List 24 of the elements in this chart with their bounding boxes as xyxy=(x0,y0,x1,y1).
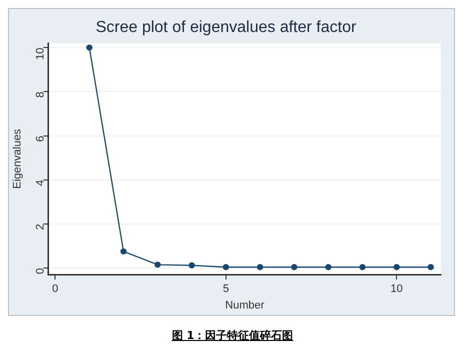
x-tick-label: 10 xyxy=(390,283,403,296)
point xyxy=(394,264,400,270)
y-tick-label: 8 xyxy=(34,92,46,98)
caption: 图 1：因子特征值碎石图 xyxy=(170,328,294,343)
point xyxy=(154,262,161,268)
point xyxy=(359,264,366,270)
y-tick-label: 2 xyxy=(34,224,46,230)
y-tick-label: 0 xyxy=(34,268,46,274)
y-axis-title: Eigenvalues xyxy=(12,128,24,189)
point xyxy=(428,264,434,270)
point xyxy=(222,264,230,270)
point xyxy=(291,264,298,270)
point xyxy=(86,44,92,51)
chart-title: Scree plot of eigenvalues after factor xyxy=(96,19,357,36)
x-tick-label: 5 xyxy=(222,283,229,296)
y-tick-label: 10 xyxy=(34,48,46,60)
point xyxy=(188,262,195,268)
point xyxy=(256,264,264,270)
x-axis-title: Number xyxy=(225,299,265,312)
x-tick-label: 0 xyxy=(52,283,58,296)
y-tick-label: 4 xyxy=(34,180,46,186)
point xyxy=(325,264,332,270)
y-tick-label: 6 xyxy=(34,136,46,142)
point xyxy=(120,248,127,255)
